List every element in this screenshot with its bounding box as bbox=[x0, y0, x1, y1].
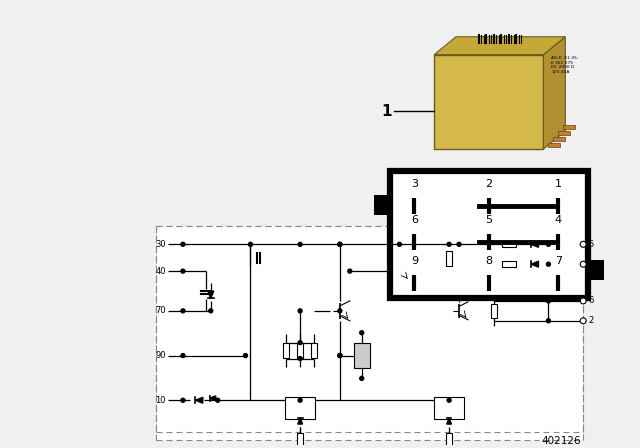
Bar bbox=[554, 137, 565, 141]
Circle shape bbox=[298, 340, 302, 345]
Polygon shape bbox=[208, 291, 214, 298]
Circle shape bbox=[348, 269, 352, 273]
Text: 70: 70 bbox=[156, 306, 166, 315]
Text: 5: 5 bbox=[485, 215, 492, 225]
Text: 402126: 402126 bbox=[541, 436, 581, 446]
Polygon shape bbox=[434, 37, 565, 55]
Text: 30: 30 bbox=[156, 240, 166, 249]
Circle shape bbox=[547, 242, 550, 246]
Bar bbox=[502, 261, 516, 267]
Polygon shape bbox=[195, 397, 203, 403]
Circle shape bbox=[181, 353, 185, 358]
Circle shape bbox=[181, 398, 185, 402]
Circle shape bbox=[457, 242, 461, 246]
Text: 8: 8 bbox=[588, 260, 593, 269]
Text: 1: 1 bbox=[555, 179, 562, 189]
Text: 1: 1 bbox=[381, 104, 392, 119]
Polygon shape bbox=[531, 261, 538, 267]
Polygon shape bbox=[531, 241, 538, 247]
Circle shape bbox=[360, 376, 364, 380]
Circle shape bbox=[181, 309, 185, 313]
Circle shape bbox=[580, 241, 586, 247]
Bar bbox=[548, 143, 561, 147]
Circle shape bbox=[547, 299, 550, 303]
Bar bbox=[558, 131, 570, 135]
Circle shape bbox=[338, 309, 342, 313]
Bar bbox=[156, 226, 583, 440]
Circle shape bbox=[181, 269, 185, 273]
Text: 2: 2 bbox=[485, 179, 492, 189]
Text: 90: 90 bbox=[156, 351, 166, 360]
Text: 6: 6 bbox=[411, 215, 418, 225]
Circle shape bbox=[547, 262, 550, 266]
Bar bbox=[434, 55, 543, 149]
Bar bbox=[354, 343, 370, 368]
Circle shape bbox=[447, 242, 451, 246]
Circle shape bbox=[580, 261, 586, 267]
Circle shape bbox=[216, 398, 220, 402]
Circle shape bbox=[338, 242, 342, 246]
Bar bbox=[285, 397, 315, 419]
Bar bbox=[502, 241, 516, 247]
Bar bbox=[374, 195, 390, 215]
Circle shape bbox=[338, 353, 342, 358]
Circle shape bbox=[397, 242, 401, 246]
Bar bbox=[446, 433, 452, 447]
Polygon shape bbox=[210, 396, 216, 401]
Circle shape bbox=[209, 309, 212, 313]
Text: 6: 6 bbox=[588, 297, 593, 306]
Text: 9: 9 bbox=[411, 256, 418, 266]
Circle shape bbox=[338, 353, 342, 358]
Bar bbox=[446, 251, 452, 266]
Polygon shape bbox=[298, 418, 303, 424]
Bar bbox=[491, 304, 497, 318]
Text: 40: 40 bbox=[156, 267, 166, 276]
Bar bbox=[563, 125, 575, 129]
Circle shape bbox=[580, 298, 586, 304]
Circle shape bbox=[244, 353, 248, 358]
Bar bbox=[390, 171, 588, 298]
Bar bbox=[297, 343, 303, 358]
Bar bbox=[156, 226, 583, 432]
Bar bbox=[284, 343, 289, 358]
Text: 4: 4 bbox=[555, 215, 562, 225]
Text: 3: 3 bbox=[411, 179, 418, 189]
Circle shape bbox=[181, 242, 185, 246]
Circle shape bbox=[580, 318, 586, 324]
Circle shape bbox=[360, 331, 364, 335]
Text: 2: 2 bbox=[588, 316, 593, 325]
Circle shape bbox=[248, 242, 252, 246]
Text: 7: 7 bbox=[555, 256, 562, 266]
Circle shape bbox=[338, 242, 342, 246]
Text: 5: 5 bbox=[588, 240, 593, 249]
Text: 10: 10 bbox=[156, 396, 166, 405]
Text: 8: 8 bbox=[485, 256, 492, 266]
Circle shape bbox=[447, 398, 451, 402]
Text: AG-K  61.35-
6 361 075
DC 2000 D
12V-40A: AG-K 61.35- 6 361 075 DC 2000 D 12V-40A bbox=[552, 56, 579, 74]
Circle shape bbox=[298, 357, 302, 361]
Polygon shape bbox=[543, 37, 565, 149]
Circle shape bbox=[298, 398, 302, 402]
Bar bbox=[588, 260, 604, 280]
Bar bbox=[311, 343, 317, 358]
Bar bbox=[297, 433, 303, 447]
Circle shape bbox=[298, 309, 302, 313]
Circle shape bbox=[547, 319, 550, 323]
Circle shape bbox=[298, 242, 302, 246]
Bar bbox=[434, 397, 464, 419]
Polygon shape bbox=[447, 418, 451, 424]
